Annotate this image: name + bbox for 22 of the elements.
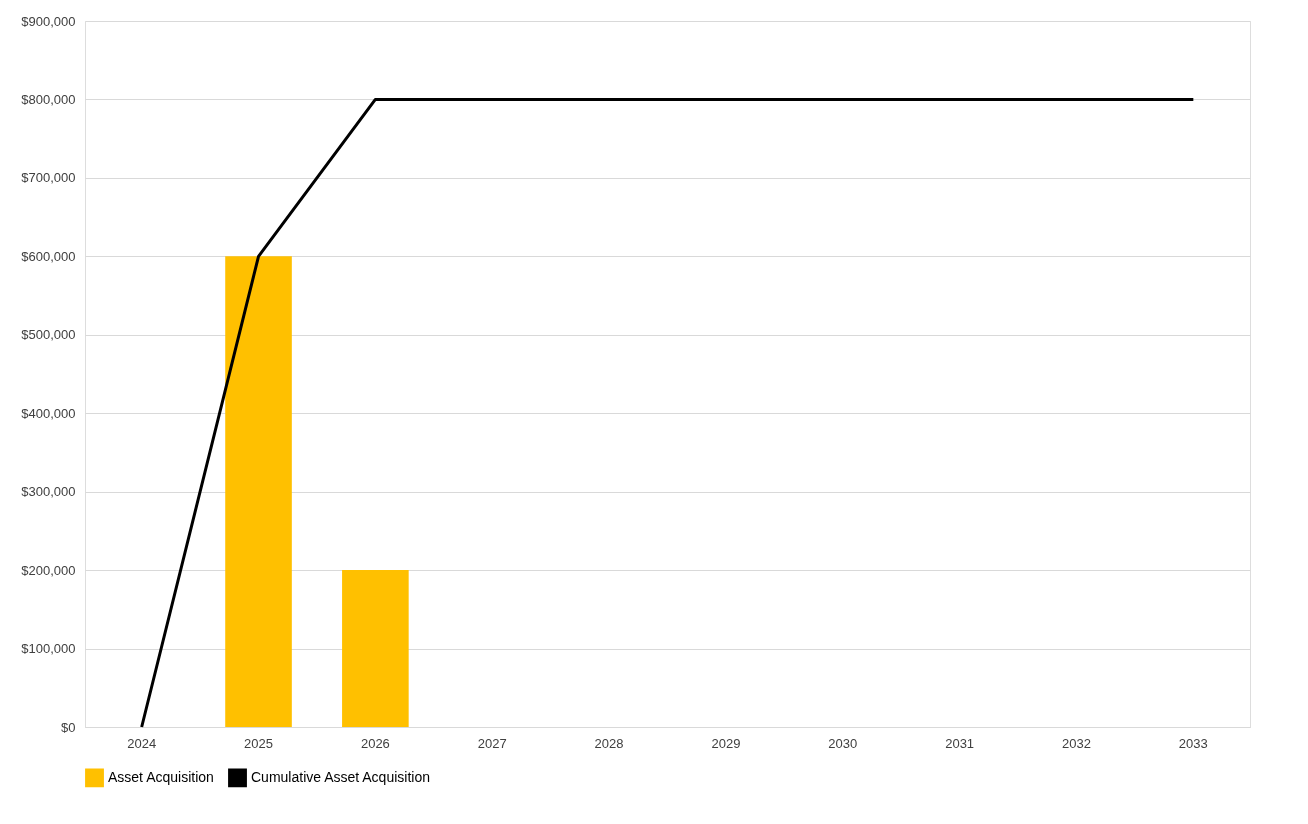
- x-tick-label: 2026: [360, 735, 390, 751]
- x-tick-label: 2025: [244, 735, 273, 751]
- y-tick-label: $0: [61, 719, 76, 735]
- legend-label: Asset Acquisition: [108, 768, 214, 785]
- y-tick-label: $200,000: [21, 562, 76, 578]
- x-tick-label: 2032: [1062, 735, 1091, 751]
- y-tick-label: $100,000: [21, 641, 76, 657]
- x-tick-label: 2024: [127, 735, 157, 751]
- y-tick-label: $500,000: [21, 327, 76, 343]
- x-tick-label: 2029: [711, 735, 741, 751]
- x-tick-label: 2030: [828, 735, 858, 751]
- x-tick-label: 2028: [594, 735, 624, 751]
- legend-label: Cumulative Asset Acquisition: [251, 768, 430, 785]
- y-tick-label: $800,000: [21, 91, 76, 107]
- y-tick-label: $900,000: [21, 13, 76, 29]
- y-tick-label: $600,000: [21, 248, 76, 264]
- y-tick-label: $400,000: [21, 405, 76, 421]
- x-tick-label: 2027: [477, 735, 507, 751]
- y-tick-label: $700,000: [21, 170, 76, 186]
- x-tick-label: 2033: [1178, 735, 1208, 751]
- x-tick-label: 2031: [945, 735, 975, 751]
- y-tick-label: $300,000: [21, 484, 76, 500]
